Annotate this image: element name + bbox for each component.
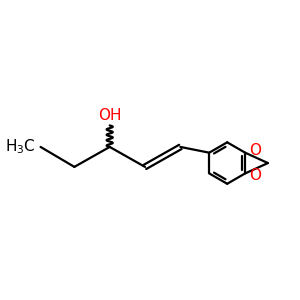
Text: OH: OH xyxy=(98,108,122,123)
Text: O: O xyxy=(249,168,261,183)
Text: O: O xyxy=(249,143,261,158)
Text: $\mathregular{H_3C}$: $\mathregular{H_3C}$ xyxy=(5,138,36,156)
